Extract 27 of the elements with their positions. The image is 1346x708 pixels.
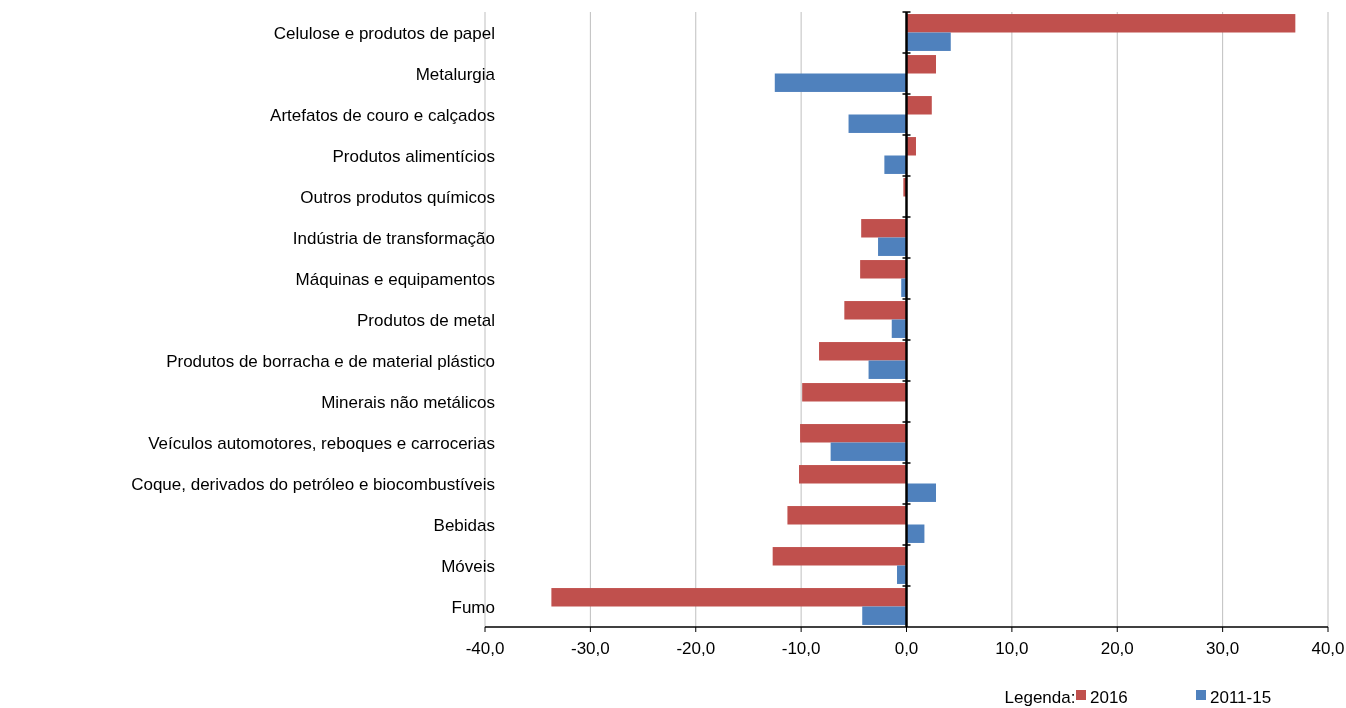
y-tick-label: Produtos alimentícios (332, 146, 495, 166)
x-tick-label: 40,0 (1311, 639, 1345, 658)
x-tick-label: -30,0 (571, 639, 610, 658)
x-tick-label: -40,0 (465, 639, 505, 658)
x-tick-label: 0,0 (894, 639, 919, 658)
y-tick-label: Indústria de transformação (292, 228, 495, 248)
y-tick-label: Móveis (441, 556, 495, 576)
x-tick-label: -20,0 (676, 639, 716, 658)
y-tick-label: Bebidas (433, 515, 495, 535)
x-tick-label: 20,0 (1100, 639, 1134, 658)
legend-label: 2016 (1090, 688, 1128, 707)
y-tick-label: Metalurgia (415, 64, 496, 84)
y-tick-label: Coque, derivados do petróleo e biocombustíveis (131, 474, 495, 494)
x-tick-label: 10,0 (995, 639, 1029, 658)
y-tick-label: Máquinas e equipamentos (295, 269, 495, 289)
legend-label: 2011-15 (1210, 688, 1272, 707)
y-tick-label: Produtos de borracha e de material plástico (166, 351, 495, 371)
y-tick-label: Minerais não metálicos (321, 392, 495, 412)
legend-title: Legenda: (1004, 688, 1076, 707)
y-tick-label: Artefatos de couro e calçados (270, 105, 495, 125)
x-tick-label: 30,0 (1206, 639, 1240, 658)
y-tick-label: Veículos automotores, reboques e carrocerias (148, 433, 495, 453)
y-tick-label: Fumo (451, 597, 495, 617)
y-tick-label: Outros produtos químicos (300, 187, 495, 207)
y-tick-label: Celulose e produtos de papel (273, 23, 495, 43)
x-tick-label: -10,0 (781, 639, 821, 658)
y-tick-label: Produtos de metal (357, 310, 495, 330)
